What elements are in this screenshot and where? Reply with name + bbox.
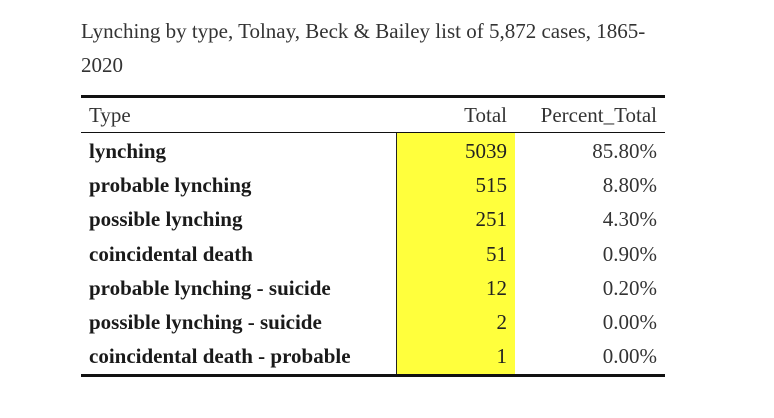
table-row: probable lynching 515 8.80% bbox=[81, 168, 665, 203]
percent-cell: 4.30% bbox=[602, 207, 657, 232]
total-cell: 251 bbox=[395, 202, 515, 237]
table-row: coincidental death - probable 1 0.00% bbox=[81, 339, 665, 375]
total-cell: 51 bbox=[395, 236, 515, 272]
total-cell: 2 bbox=[395, 305, 515, 340]
header-row: Type Total Percent_Total bbox=[81, 98, 665, 133]
column-header-percent[interactable]: Percent_Total bbox=[515, 98, 665, 133]
percent-cell: 8.80% bbox=[602, 172, 657, 197]
type-cell: probable lynching bbox=[89, 172, 252, 197]
percent-cell: 0.20% bbox=[602, 275, 657, 300]
type-cell: probable lynching - suicide bbox=[89, 275, 331, 300]
percent-cell: 0.00% bbox=[602, 310, 657, 335]
column-header-total[interactable]: Total bbox=[396, 98, 515, 133]
type-cell: coincidental death bbox=[89, 241, 253, 266]
table-row: possible lynching 251 4.30% bbox=[81, 202, 665, 237]
total-cell: 5039 bbox=[395, 132, 515, 169]
total-cell: 1 bbox=[395, 339, 515, 375]
percent-cell: 0.90% bbox=[602, 241, 657, 266]
lynching-table: Type Total Percent_Total lynching 5039 8… bbox=[81, 95, 665, 378]
total-cell: 515 bbox=[395, 168, 515, 203]
column-header-type[interactable]: Type bbox=[81, 98, 396, 133]
type-cell: coincidental death - probable bbox=[89, 344, 351, 369]
type-cell: possible lynching bbox=[89, 207, 243, 232]
table-row: lynching 5039 85.80% bbox=[81, 132, 665, 169]
percent-cell: 85.80% bbox=[592, 138, 657, 163]
table-row: probable lynching - suicide 12 0.20% bbox=[81, 271, 665, 306]
type-cell: lynching bbox=[89, 138, 167, 163]
table-row: coincidental death 51 0.90% bbox=[81, 236, 665, 272]
percent-cell: 0.00% bbox=[602, 344, 657, 369]
table-row: possible lynching - suicide 2 0.00% bbox=[81, 305, 665, 340]
type-cell: possible lynching - suicide bbox=[89, 310, 322, 335]
table-title: Lynching by type, Tolnay, Beck & Bailey … bbox=[81, 19, 646, 77]
total-cell: 12 bbox=[395, 271, 515, 306]
